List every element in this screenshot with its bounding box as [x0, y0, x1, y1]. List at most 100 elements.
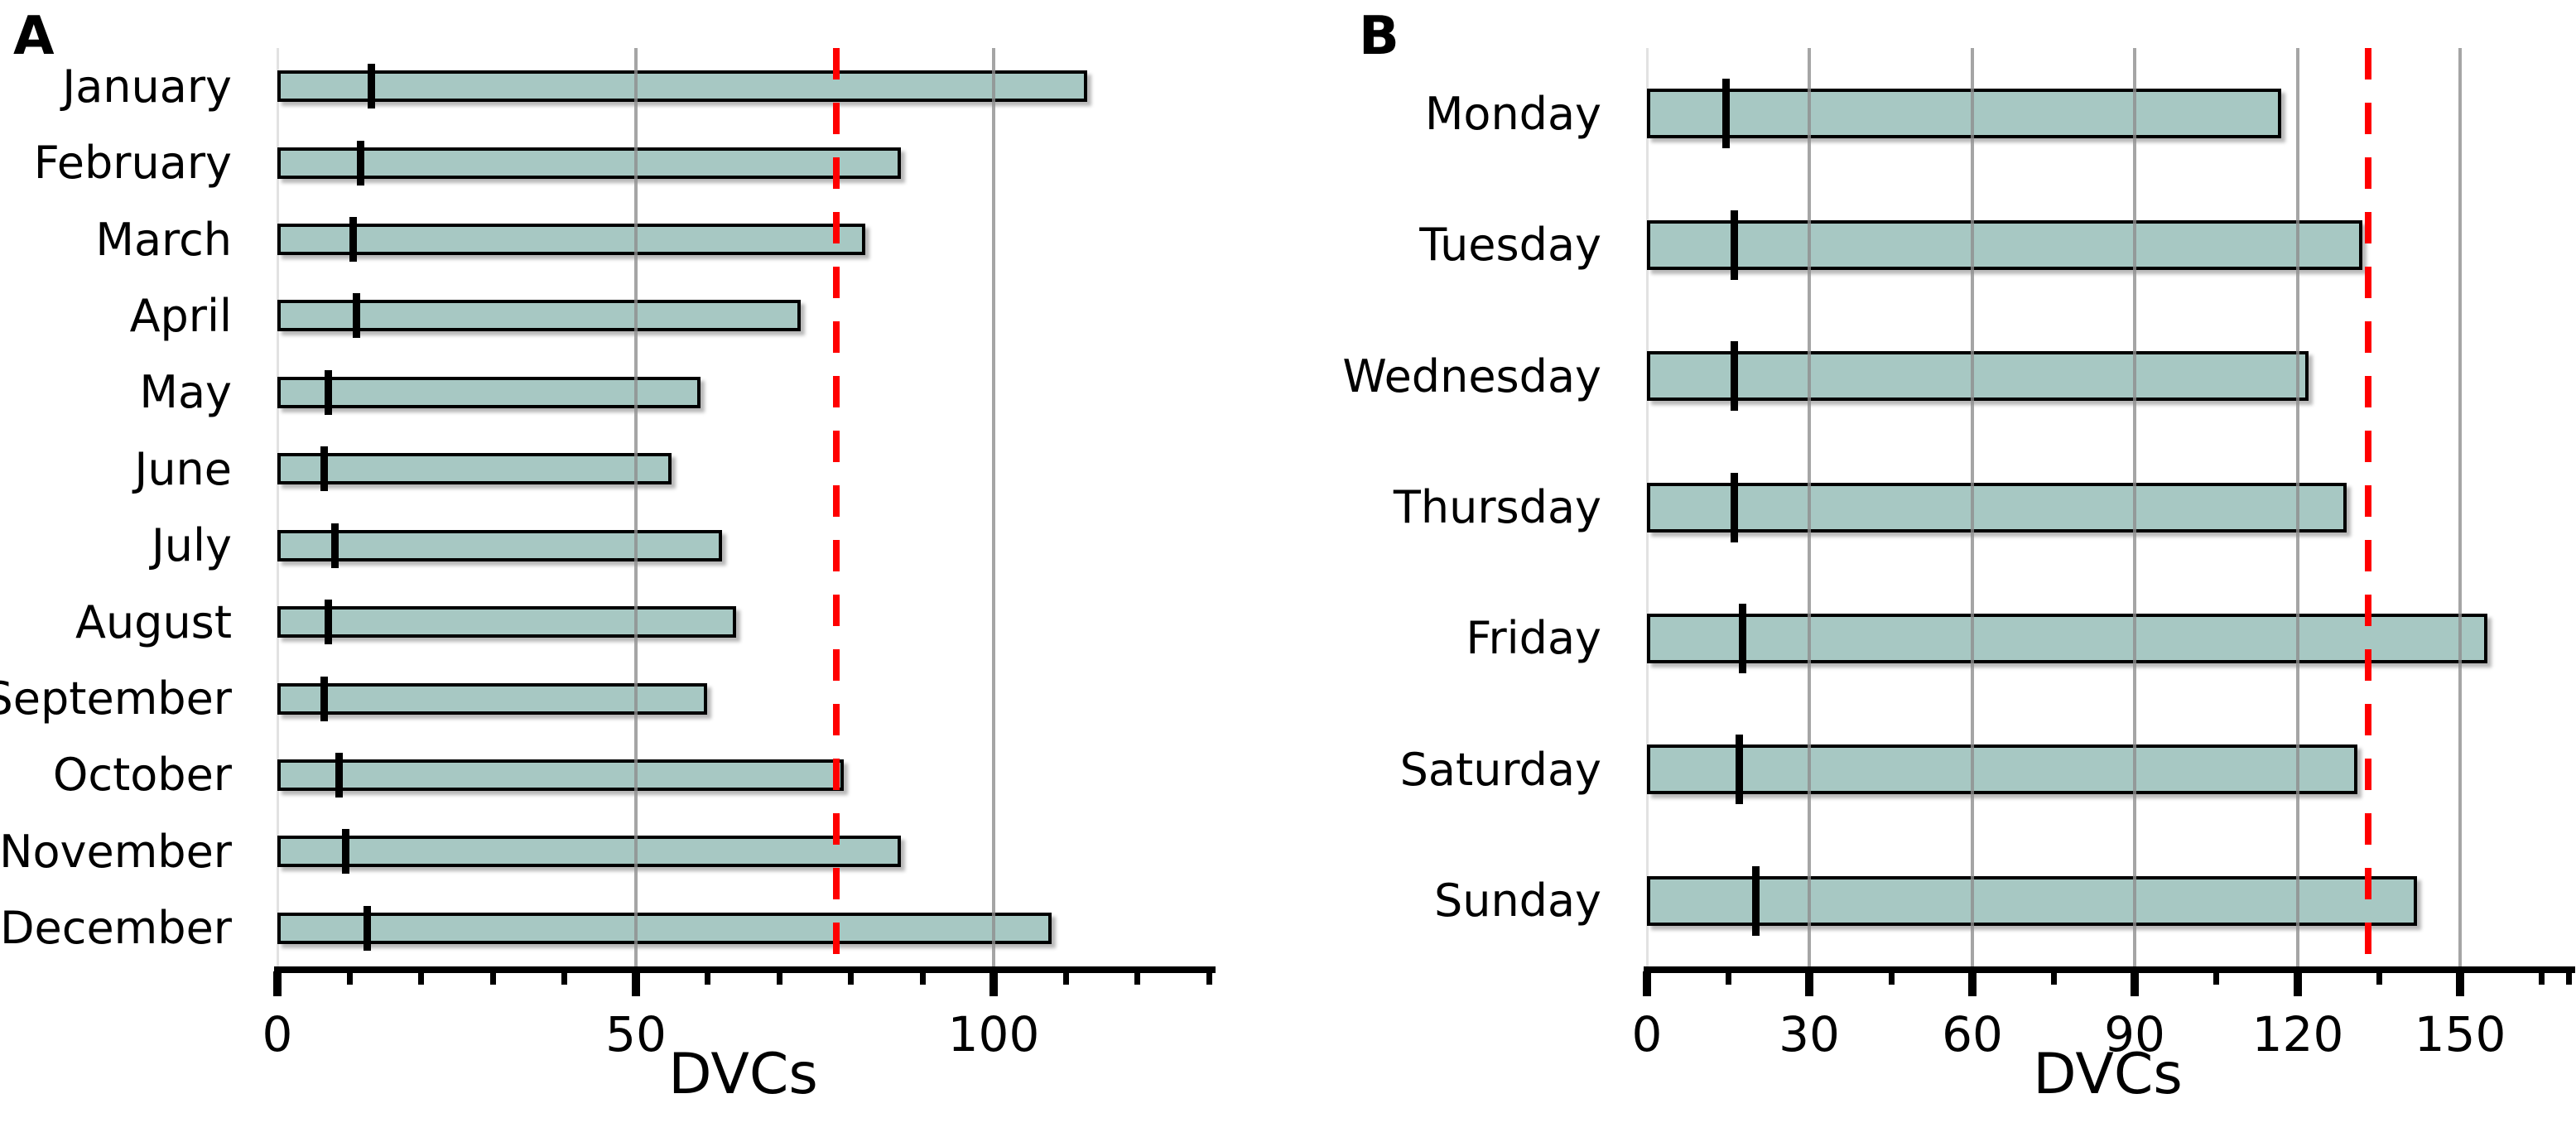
- x-tick-label-50: 50: [605, 1006, 667, 1062]
- category-label-november: November: [0, 825, 232, 878]
- category-label-january: January: [62, 60, 232, 113]
- x-minor-tick-15: [1726, 971, 1731, 985]
- category-label-september: September: [0, 672, 232, 725]
- bar-saturday: [1647, 744, 2357, 795]
- bar-marker-july: [331, 523, 339, 568]
- gridline-90: [2133, 48, 2136, 966]
- bar-marker-october: [335, 752, 343, 797]
- bar-june: [277, 453, 672, 485]
- category-label-monday: Monday: [1424, 87, 1601, 140]
- category-label-october: October: [52, 749, 232, 802]
- x-minor-tick-60: [705, 971, 710, 985]
- bar-marker-february: [357, 140, 364, 186]
- bar-marker-friday: [1739, 603, 1746, 673]
- bar-marker-august: [325, 600, 332, 645]
- bar-marker-may: [325, 369, 332, 415]
- x-minor-tick-10: [347, 971, 353, 985]
- bar-sunday: [1647, 875, 2417, 926]
- x-tick-label-0: 0: [262, 1006, 293, 1062]
- panel-a-x-axis-title: DVCs: [668, 1042, 818, 1107]
- bar-marker-june: [320, 446, 328, 492]
- x-minor-tick-30: [490, 971, 496, 985]
- bar-july: [277, 529, 722, 561]
- x-minor-tick-70: [777, 971, 782, 985]
- gridline-150: [2458, 48, 2462, 966]
- zero-gridline: [277, 48, 279, 966]
- bar-february: [277, 147, 901, 179]
- bar-august: [277, 606, 736, 638]
- category-label-december: December: [0, 902, 232, 955]
- bar-marker-september: [320, 676, 328, 721]
- x-major-tick-30: [1805, 971, 1813, 996]
- category-label-tuesday: Tuesday: [1419, 219, 1601, 272]
- x-minor-tick-170: [2566, 971, 2572, 985]
- x-tick-label-0: 0: [1631, 1006, 1663, 1062]
- panel-b-label: B: [1359, 6, 1399, 67]
- x-tick-label-30: 30: [1779, 1006, 1840, 1062]
- category-label-sunday: Sunday: [1433, 875, 1601, 928]
- x-tick-label-90: 90: [2104, 1006, 2165, 1062]
- bar-september: [277, 682, 707, 715]
- bar-marker-april: [353, 293, 360, 339]
- x-tick-label-120: 120: [2251, 1006, 2344, 1062]
- bar-marker-thursday: [1731, 472, 1738, 542]
- bar-marker-monday: [1722, 79, 1730, 149]
- category-label-saturday: Saturday: [1399, 743, 1601, 796]
- bar-marker-saturday: [1736, 735, 1743, 805]
- x-tick-label-100: 100: [947, 1006, 1040, 1062]
- category-label-july: July: [151, 519, 232, 572]
- category-label-august: August: [75, 595, 232, 648]
- bar-october: [277, 759, 844, 791]
- bar-thursday: [1647, 482, 2347, 532]
- category-label-february: February: [33, 137, 232, 190]
- x-minor-tick-20: [418, 971, 424, 985]
- x-minor-tick-40: [561, 971, 567, 985]
- category-label-thursday: Thursday: [1393, 481, 1601, 533]
- bar-marker-tuesday: [1731, 210, 1738, 280]
- x-axis-line: [1644, 966, 2575, 973]
- bar-marker-november: [342, 829, 349, 875]
- x-axis-line: [274, 966, 1216, 973]
- bar-december: [277, 912, 1052, 944]
- x-minor-tick-90: [920, 971, 926, 985]
- bar-wednesday: [1647, 351, 2309, 402]
- bar-marker-sunday: [1752, 865, 1760, 936]
- panel-a-label: A: [13, 6, 55, 67]
- x-major-tick-100: [989, 971, 998, 996]
- x-minor-tick-130: [1206, 971, 1212, 985]
- category-label-may: May: [139, 366, 232, 419]
- gridline-120: [2296, 48, 2299, 966]
- x-major-tick-150: [2456, 971, 2464, 996]
- bar-march: [277, 224, 865, 256]
- bar-monday: [1647, 89, 2281, 139]
- mean-reference-line: [833, 48, 840, 966]
- x-tick-label-60: 60: [1942, 1006, 2003, 1062]
- gridline-60: [1971, 48, 1974, 966]
- category-label-march: March: [95, 213, 232, 266]
- mean-reference-line: [2365, 48, 2371, 966]
- x-minor-tick-110: [1063, 971, 1069, 985]
- x-major-tick-60: [1968, 971, 1977, 996]
- bar-may: [277, 376, 701, 408]
- gridline-50: [634, 48, 638, 966]
- gridline-30: [1808, 48, 1811, 966]
- x-minor-tick-165: [2539, 971, 2545, 985]
- bar-april: [277, 300, 801, 332]
- category-label-june: June: [134, 442, 232, 495]
- category-label-april: April: [129, 289, 232, 342]
- panel-b-x-axis-title: DVCs: [2033, 1042, 2183, 1107]
- x-minor-tick-75: [2051, 971, 2057, 985]
- x-major-tick-50: [632, 971, 640, 996]
- x-minor-tick-45: [1889, 971, 1895, 985]
- gridline-100: [992, 48, 995, 966]
- bar-january: [277, 70, 1087, 103]
- x-tick-label-150: 150: [2414, 1006, 2506, 1062]
- x-major-tick-120: [2294, 971, 2302, 996]
- x-minor-tick-105: [2213, 971, 2219, 985]
- x-major-tick-0: [273, 971, 282, 996]
- bar-november: [277, 836, 901, 868]
- category-label-wednesday: Wednesday: [1342, 349, 1601, 402]
- x-minor-tick-80: [848, 971, 854, 985]
- category-label-friday: Friday: [1466, 612, 1601, 665]
